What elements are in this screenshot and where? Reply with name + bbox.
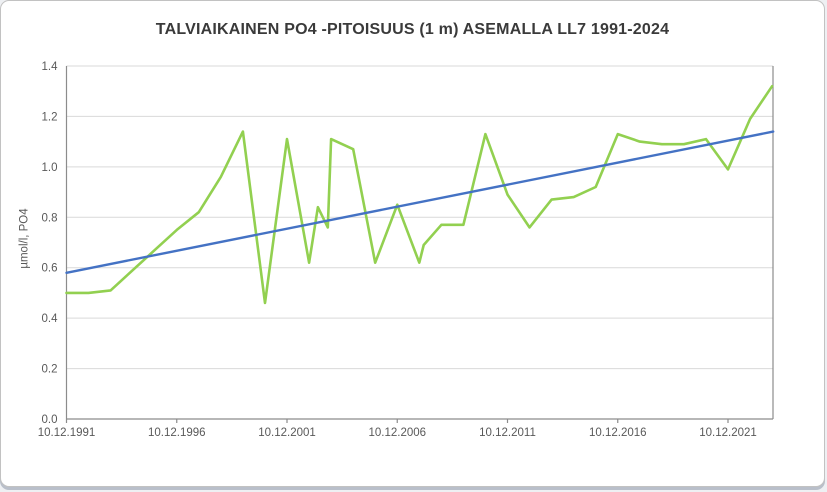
y-tick-label: 0.0	[42, 414, 58, 426]
axes	[65, 66, 774, 420]
x-tick-label: 10.12.2001	[258, 427, 316, 439]
y-tick-label: 0.4	[42, 313, 59, 325]
series-trend-line	[65, 130, 775, 274]
series-po4-line	[65, 84, 774, 305]
y-tick-label: 0.6	[42, 263, 58, 275]
chart-title: TALVIAIKAINEN PO4 -PITOISUUS (1 m) ASEMA…	[155, 21, 670, 38]
y-tick-label: 1.4	[42, 61, 59, 73]
y-tick-label: 0.8	[42, 212, 58, 224]
x-axis-tick-labels: 10.12.1991 10.12.1996 10.12.2001 10.12.2006…	[38, 419, 757, 439]
y-tick-label: 1.0	[42, 162, 58, 174]
x-tick-label: 10.12.1991	[38, 427, 96, 439]
y-tick-label: 1.2	[42, 111, 58, 123]
x-tick-label: 10.12.2006	[368, 427, 426, 439]
y-axis-tick-labels: 0.0 0.2 0.4 0.6 0.8 1.0 1.2 1.4	[42, 61, 59, 426]
x-tick-label: 10.12.2011	[479, 427, 536, 439]
x-tick-label: 10.12.1996	[148, 427, 206, 439]
gridlines	[66, 65, 773, 370]
y-tick-label: 0.2	[42, 364, 58, 376]
x-tick-label: 10.12.2021	[699, 427, 757, 439]
x-tick-label: 10.12.2016	[589, 427, 647, 439]
